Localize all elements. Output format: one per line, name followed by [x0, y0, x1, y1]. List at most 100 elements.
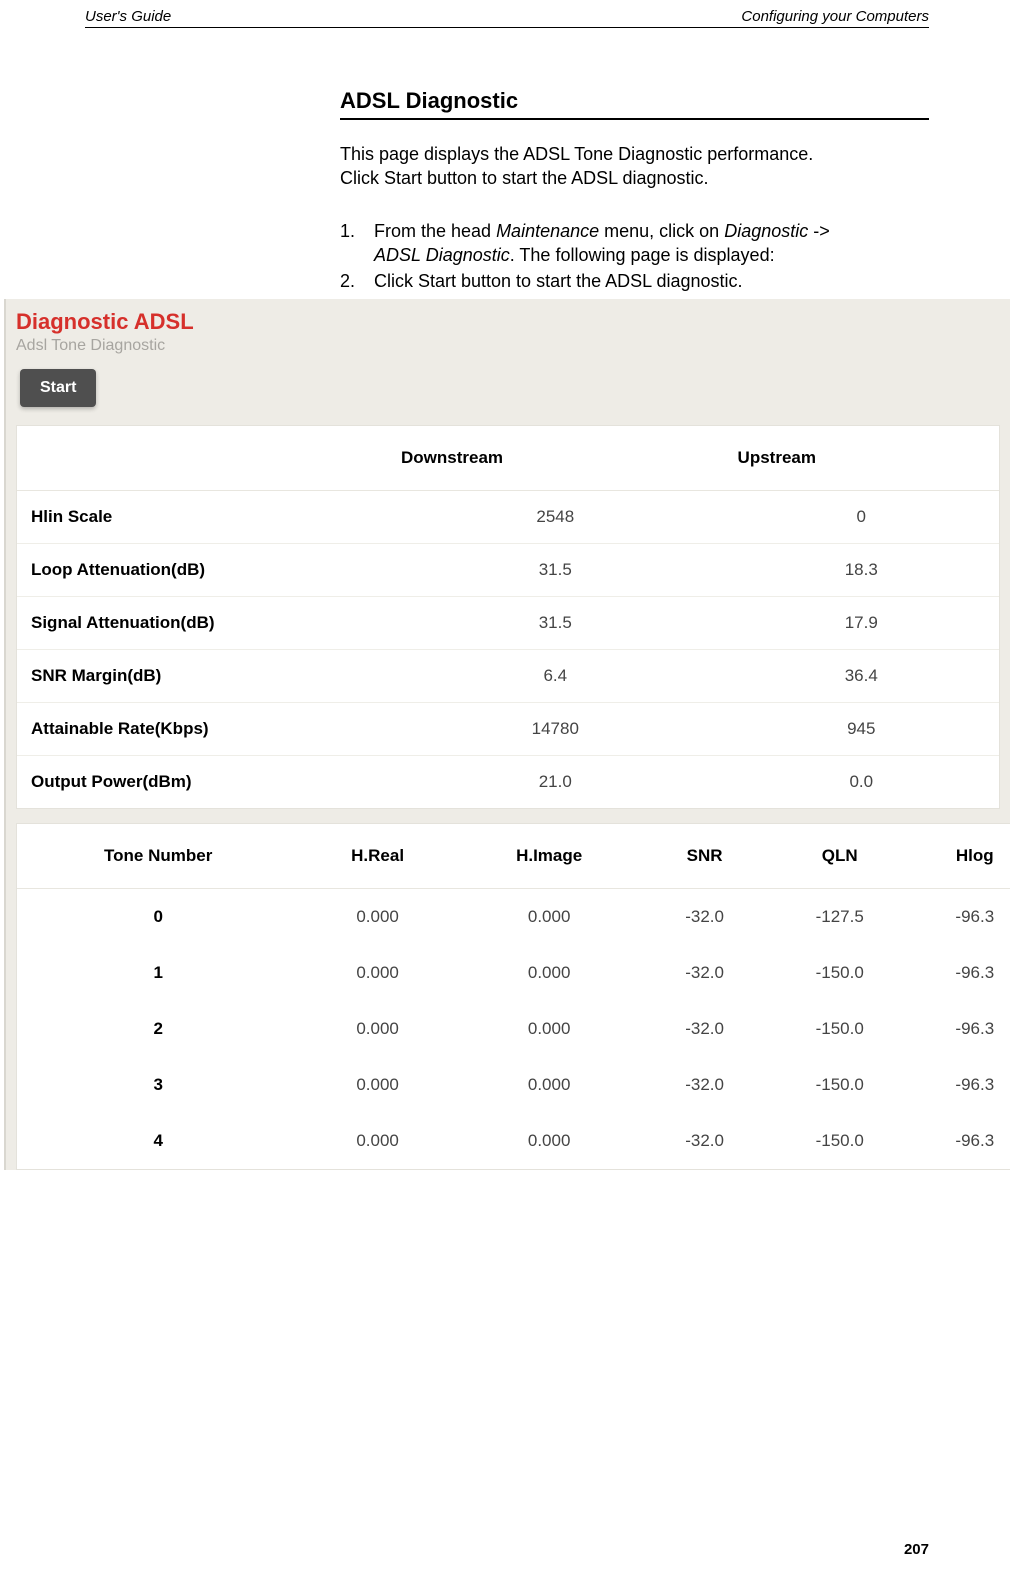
tone-header-row: Tone Number H.Real H.Image SNR QLN Hlog — [17, 824, 1010, 889]
summary-row: Loop Attenuation(dB)31.518.3 — [17, 544, 999, 597]
summary-row-upstream: 945 — [724, 703, 999, 756]
page-number: 207 — [904, 1541, 929, 1558]
header-right: Configuring your Computers — [741, 8, 929, 25]
summary-row-downstream: 6.4 — [387, 650, 724, 703]
summary-row-upstream: 0.0 — [724, 756, 999, 809]
tone-table-wrap: Tone Number H.Real H.Image SNR QLN Hlog … — [16, 823, 1010, 1170]
tone-header-hlog: Hlog — [913, 824, 1010, 889]
step-2-number: 2. — [340, 269, 374, 293]
tone-header-qln: QLN — [767, 824, 913, 889]
tone-cell-snr: -32.0 — [642, 945, 766, 1001]
tone-cell-number: 3 — [17, 1057, 299, 1113]
diagnostic-subtitle: Adsl Tone Diagnostic — [6, 337, 1010, 365]
summary-row-downstream: 31.5 — [387, 597, 724, 650]
summary-table: Downstream Upstream Hlin Scale25480Loop … — [17, 426, 999, 808]
tone-cell-number: 2 — [17, 1001, 299, 1057]
summary-row-upstream: 18.3 — [724, 544, 999, 597]
tone-cell-hlog: -96.3 — [913, 889, 1010, 946]
tone-cell-number: 4 — [17, 1113, 299, 1169]
summary-row-upstream: 17.9 — [724, 597, 999, 650]
page-header: User's Guide Configuring your Computers — [85, 0, 929, 28]
router-screenshot: Diagnostic ADSL Adsl Tone Diagnostic Sta… — [4, 299, 1010, 1170]
summary-row-label: SNR Margin(dB) — [17, 650, 387, 703]
summary-table-wrap: Downstream Upstream Hlin Scale25480Loop … — [16, 425, 1000, 809]
tone-cell-hreal: 0.000 — [299, 1113, 456, 1169]
start-button[interactable]: Start — [20, 369, 96, 407]
summary-header-blank — [17, 426, 387, 491]
tone-header-snr: SNR — [642, 824, 766, 889]
tone-table: Tone Number H.Real H.Image SNR QLN Hlog … — [17, 824, 1010, 1169]
summary-row-label: Attainable Rate(Kbps) — [17, 703, 387, 756]
summary-row-label: Hlin Scale — [17, 491, 387, 544]
summary-row-downstream: 31.5 — [387, 544, 724, 597]
tone-cell-qln: -150.0 — [767, 1057, 913, 1113]
summary-row-downstream: 2548 — [387, 491, 724, 544]
summary-row-label: Signal Attenuation(dB) — [17, 597, 387, 650]
tone-cell-himage: 0.000 — [456, 945, 643, 1001]
tone-row: 20.0000.000-32.0-150.0-96.3 — [17, 1001, 1010, 1057]
tone-header-number: Tone Number — [17, 824, 299, 889]
intro-text: This page displays the ADSL Tone Diagnos… — [340, 142, 929, 191]
summary-header-upstream: Upstream — [724, 426, 999, 491]
step-1-italic-1: Maintenance — [496, 221, 599, 241]
tone-cell-hreal: 0.000 — [299, 945, 456, 1001]
tone-cell-snr: -32.0 — [642, 1057, 766, 1113]
step-1-post1: -> — [808, 221, 830, 241]
step-1-italic-2: Diagnostic — [724, 221, 808, 241]
tone-cell-hlog: -96.3 — [913, 1113, 1010, 1169]
summary-row-downstream: 21.0 — [387, 756, 724, 809]
tone-cell-himage: 0.000 — [456, 1001, 643, 1057]
tone-row: 40.0000.000-32.0-150.0-96.3 — [17, 1113, 1010, 1169]
tone-cell-hreal: 0.000 — [299, 1057, 456, 1113]
summary-row: Signal Attenuation(dB)31.517.9 — [17, 597, 999, 650]
section-title: ADSL Diagnostic — [340, 88, 929, 120]
summary-row: SNR Margin(dB)6.436.4 — [17, 650, 999, 703]
step-1-post2: . The following page is displayed: — [510, 245, 775, 265]
intro-line-1: This page displays the ADSL Tone Diagnos… — [340, 144, 813, 164]
tone-row: 00.0000.000-32.0-127.5-96.3 — [17, 889, 1010, 946]
summary-row-label: Loop Attenuation(dB) — [17, 544, 387, 597]
step-2-body: Click Start button to start the ADSL dia… — [374, 269, 929, 293]
tone-cell-himage: 0.000 — [456, 1113, 643, 1169]
tone-cell-hlog: -96.3 — [913, 1057, 1010, 1113]
step-2: 2. Click Start button to start the ADSL … — [340, 269, 929, 293]
header-left: User's Guide — [85, 8, 171, 25]
tone-header-himage: H.Image — [456, 824, 643, 889]
tone-row: 30.0000.000-32.0-150.0-96.3 — [17, 1057, 1010, 1113]
summary-row: Hlin Scale25480 — [17, 491, 999, 544]
summary-row: Output Power(dBm)21.00.0 — [17, 756, 999, 809]
tone-cell-number: 1 — [17, 945, 299, 1001]
step-1-number: 1. — [340, 219, 374, 268]
tone-cell-hreal: 0.000 — [299, 889, 456, 946]
tone-cell-himage: 0.000 — [456, 889, 643, 946]
tone-cell-snr: -32.0 — [642, 1001, 766, 1057]
step-1-mid: menu, click on — [599, 221, 724, 241]
content-block: ADSL Diagnostic This page displays the A… — [340, 88, 929, 293]
tone-cell-qln: -150.0 — [767, 1001, 913, 1057]
tone-cell-qln: -150.0 — [767, 945, 913, 1001]
tone-cell-qln: -127.5 — [767, 889, 913, 946]
tone-cell-hlog: -96.3 — [913, 1001, 1010, 1057]
summary-row-upstream: 36.4 — [724, 650, 999, 703]
step-1-italic-3: ADSL Diagnostic — [374, 245, 510, 265]
steps-list: 1. From the head Maintenance menu, click… — [340, 219, 929, 294]
summary-header-row: Downstream Upstream — [17, 426, 999, 491]
tone-cell-hlog: -96.3 — [913, 945, 1010, 1001]
summary-row: Attainable Rate(Kbps)14780945 — [17, 703, 999, 756]
tone-row: 10.0000.000-32.0-150.0-96.3 — [17, 945, 1010, 1001]
tone-cell-himage: 0.000 — [456, 1057, 643, 1113]
intro-line-2: Click Start button to start the ADSL dia… — [340, 168, 709, 188]
summary-header-downstream: Downstream — [387, 426, 724, 491]
tone-header-hreal: H.Real — [299, 824, 456, 889]
step-1: 1. From the head Maintenance menu, click… — [340, 219, 929, 268]
summary-row-downstream: 14780 — [387, 703, 724, 756]
tone-cell-qln: -150.0 — [767, 1113, 913, 1169]
diagnostic-title: Diagnostic ADSL — [6, 299, 1010, 337]
tone-cell-hreal: 0.000 — [299, 1001, 456, 1057]
tone-cell-snr: -32.0 — [642, 1113, 766, 1169]
step-1-body: From the head Maintenance menu, click on… — [374, 219, 929, 268]
tone-cell-snr: -32.0 — [642, 889, 766, 946]
summary-row-upstream: 0 — [724, 491, 999, 544]
step-1-pre: From the head — [374, 221, 496, 241]
summary-row-label: Output Power(dBm) — [17, 756, 387, 809]
